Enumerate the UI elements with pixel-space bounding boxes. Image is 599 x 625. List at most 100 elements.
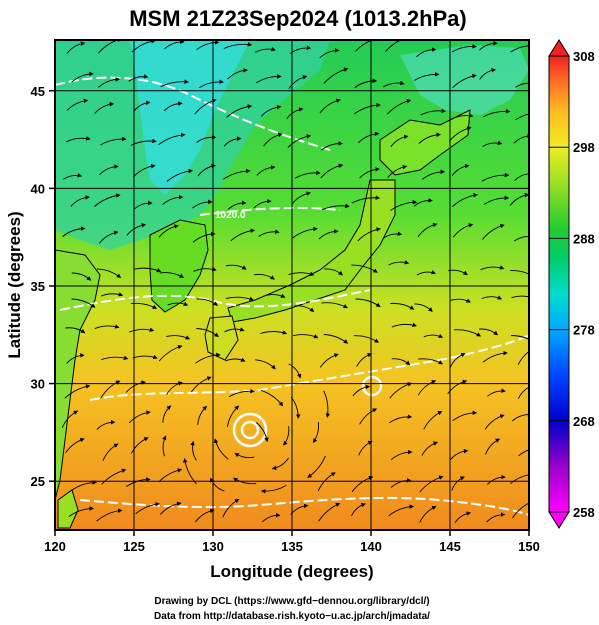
isobar-value-label: 1020.0	[215, 210, 246, 221]
lon-tick-label: 150	[518, 539, 540, 554]
wind-arrow	[418, 358, 443, 365]
wind-arrow	[509, 474, 529, 485]
wind-arrow	[182, 458, 197, 485]
wind-arrow	[485, 438, 501, 455]
wind-arrow	[128, 74, 149, 82]
wind-arrow	[234, 452, 255, 459]
wind-arrow	[356, 352, 373, 367]
wind-arrow	[451, 44, 477, 53]
wind-arrow	[307, 455, 326, 478]
map-panel: 1020.0	[55, 40, 529, 530]
wind-arrow	[482, 140, 503, 147]
wind-arrow	[61, 410, 79, 429]
wind-arrow	[263, 132, 283, 147]
wind-arrow	[162, 435, 167, 457]
wind-arrow	[479, 68, 496, 80]
wind-arrow	[291, 191, 311, 205]
colorbar: 308 298 288 278 268 258	[548, 39, 595, 529]
wind-arrow	[253, 273, 275, 280]
wind-arrow	[101, 355, 129, 361]
wind-arrow	[163, 101, 183, 112]
honshu-landmass	[227, 179, 396, 323]
wind-arrow	[255, 359, 276, 370]
wind-arrow	[357, 131, 380, 144]
china-coast	[55, 249, 101, 501]
wind-arrow	[511, 295, 529, 299]
lat-tick-label: 40	[31, 181, 45, 196]
wind-arrow	[319, 353, 339, 368]
wind-arrow	[321, 302, 348, 309]
wind-arrow	[388, 504, 414, 517]
wind-arrow	[158, 468, 183, 483]
wind-arrow	[447, 379, 468, 395]
wind-arrow	[100, 380, 121, 399]
wind-arrow	[225, 296, 254, 301]
wind-arrow	[413, 198, 433, 207]
wind-arrow	[66, 136, 91, 143]
lat-lon-grid	[55, 40, 529, 530]
wind-arrow	[453, 329, 482, 337]
wind-arrow	[387, 164, 408, 178]
wind-arrow	[256, 422, 269, 443]
colorbar-tick-label: 278	[573, 323, 595, 338]
wind-arrow	[254, 46, 276, 53]
y-axis-label: Latitude (degrees)	[5, 211, 24, 358]
wind-arrow	[515, 113, 529, 121]
wind-arrow	[291, 226, 318, 239]
wind-arrow	[294, 170, 321, 179]
wind-arrow	[288, 271, 315, 276]
wind-arrow	[263, 293, 286, 298]
wind-arrow	[70, 195, 90, 207]
wind-arrow	[68, 506, 94, 517]
wind-arrow	[260, 389, 284, 407]
wind-arrow	[192, 199, 213, 209]
wind-arrow	[126, 223, 147, 236]
wind-arrow	[451, 476, 465, 491]
wind-arrow	[260, 104, 282, 117]
wind-arrow	[71, 71, 94, 83]
wind-arrow	[226, 405, 240, 427]
wind-arrow	[98, 77, 121, 88]
wind-arrow	[287, 134, 312, 148]
wind-arrow	[233, 477, 257, 485]
wind-arrow	[130, 437, 149, 454]
wind-arrow	[63, 173, 83, 180]
wind-arrow	[389, 414, 413, 424]
wind-arrow	[94, 193, 121, 207]
colorbar-tick-label: 308	[573, 49, 595, 64]
wind-arrow	[450, 113, 474, 121]
wind-arrow	[487, 474, 506, 485]
wind-arrow	[260, 330, 288, 335]
wind-arrow	[312, 422, 319, 444]
wind-arrow	[225, 357, 246, 362]
wind-arrow	[482, 223, 505, 240]
wind-arrow	[390, 302, 415, 310]
wind-arrow	[65, 437, 85, 454]
wind-arrow	[256, 165, 276, 176]
longitude-axis: 120 125 130 135 140 145 150	[44, 530, 540, 554]
wind-arrow	[227, 200, 247, 210]
wind-arrow	[101, 468, 127, 485]
wind-arrow	[391, 358, 411, 366]
wind-arrow	[131, 302, 158, 309]
wind-arrow	[222, 498, 240, 518]
wind-arrow	[260, 485, 287, 494]
wind-arrow	[481, 172, 510, 182]
wind-arrow	[511, 335, 529, 340]
wind-arrow	[413, 72, 440, 81]
wind-arrow	[391, 322, 417, 328]
wind-arrow	[158, 224, 179, 238]
wind-arrow	[324, 268, 343, 276]
wind-arrow	[359, 408, 378, 425]
wind-arrow	[166, 335, 191, 340]
wind-arrow	[158, 344, 183, 362]
wind-streamlines	[61, 40, 529, 524]
wind-arrow	[292, 334, 319, 339]
wind-arrow	[417, 379, 437, 396]
wind-arrow	[64, 384, 91, 399]
wind-arrow	[227, 68, 248, 80]
wind-arrow	[66, 353, 85, 364]
lon-tick-label: 135	[281, 539, 303, 554]
credit-data-source: Data from http://database.rish.kyoto−u.a…	[154, 611, 430, 622]
wind-arrow	[129, 327, 155, 333]
